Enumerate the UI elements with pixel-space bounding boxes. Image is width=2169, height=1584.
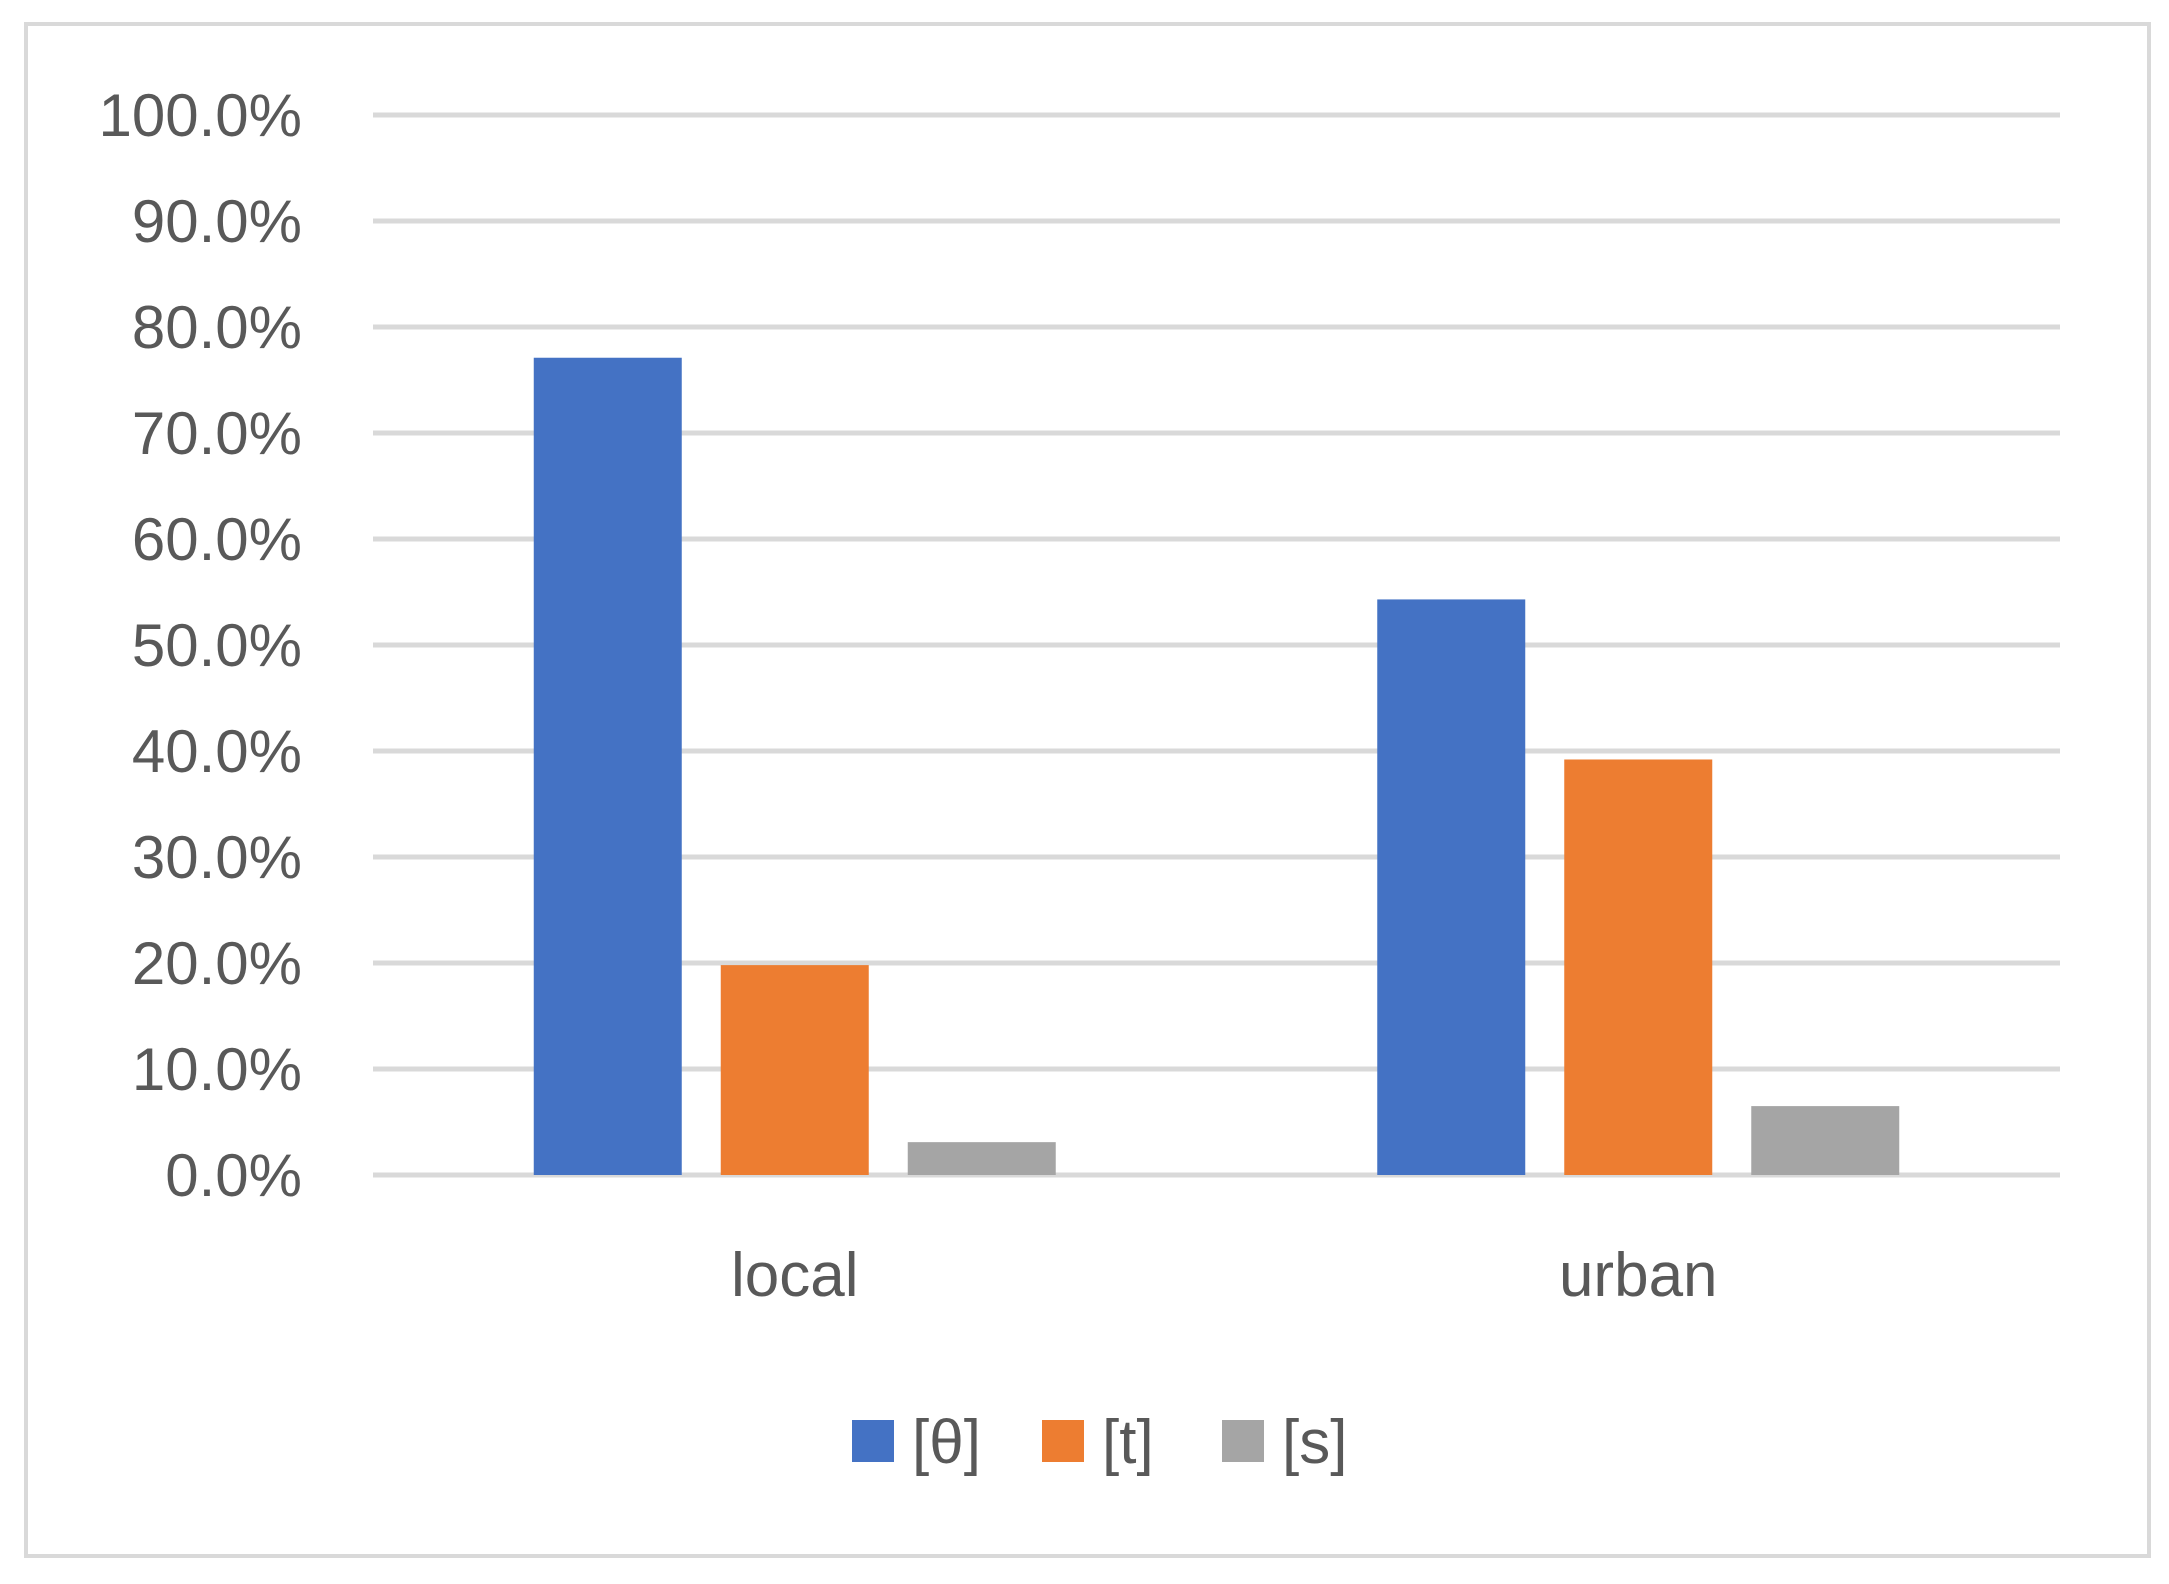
bar-local-1 (720, 965, 869, 1175)
legend-label: [t] (1102, 1408, 1154, 1477)
y-tick-label: 90.0% (132, 188, 302, 255)
bar-local-0 (533, 357, 682, 1175)
bar-urban-2 (1751, 1106, 1900, 1175)
category-label: local (731, 1241, 859, 1310)
y-tick-label: 100.0% (99, 82, 303, 149)
y-tick-label: 50.0% (132, 612, 302, 679)
legend-label: [s] (1282, 1408, 1347, 1477)
legend-swatch (1042, 1420, 1084, 1462)
y-tick-label: 30.0% (132, 824, 302, 891)
y-tick-label: 10.0% (132, 1036, 302, 1103)
legend-swatch (852, 1420, 894, 1462)
bar-urban-1 (1564, 759, 1713, 1175)
x-axis-category-labels: local urban (731, 1241, 1718, 1310)
legend-label: [θ] (912, 1408, 981, 1477)
y-tick-label: 20.0% (132, 930, 302, 997)
legend-swatch (1222, 1420, 1264, 1462)
y-tick-label: 80.0% (132, 294, 302, 361)
category-label: urban (1559, 1241, 1718, 1310)
y-tick-label: 40.0% (132, 718, 302, 785)
bar-urban-0 (1377, 599, 1526, 1175)
y-tick-label: 60.0% (132, 506, 302, 573)
y-axis-tick-labels: 0.0% 10.0% 20.0% 30.0% 40.0% 50.0% 60.0% 70.0% 8… (99, 82, 303, 1209)
legend: [θ] [t] [s] (852, 1408, 1347, 1477)
chart-frame (24, 22, 2151, 1558)
y-tick-label: 70.0% (132, 400, 302, 467)
bars (533, 357, 1900, 1175)
bar-local-2 (907, 1142, 1056, 1175)
y-tick-label: 0.0% (165, 1142, 302, 1209)
